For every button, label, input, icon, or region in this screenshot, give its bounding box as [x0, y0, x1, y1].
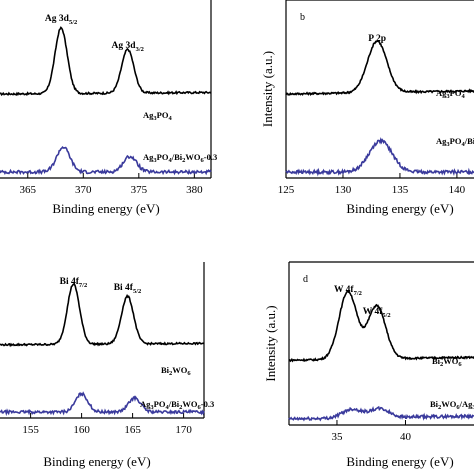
x-tick-label: 140 [449, 184, 466, 196]
series-label: Bi2WO6 [161, 365, 191, 377]
peak-label: Ag 3d3/2 [112, 41, 144, 53]
x-tick-label: 380 [186, 184, 203, 196]
x-tick-label: 375 [131, 184, 148, 196]
spectrum-b-series-1 [285, 137, 474, 177]
x-tick-label: 130 [335, 184, 352, 196]
y-axis-title: Intensity (a.u.) [260, 51, 275, 127]
y-axis-title: Intensity (a.u.) [263, 305, 278, 381]
spectrum-c-series-1 [0, 391, 205, 417]
series-label: Ag3PO4/Bi2WO6 [436, 136, 474, 148]
panel-letter: b [300, 12, 305, 23]
peak-label: Bi 4f5/2 [114, 283, 142, 295]
x-axis-title: Binding energy (eV) [346, 201, 453, 216]
series-label: Ag3PO4 [143, 110, 172, 122]
spectrum-d-series-0 [288, 288, 474, 363]
panel-b-p2p: 125 130 135 140 Binding energy (eV) Intensity… [260, 0, 474, 216]
panel-a-ag3d: 365 370 375 380 Binding energy (eV) Ag3PO4 Ag3… [0, 0, 217, 216]
spectrum-b-series-0 [285, 40, 474, 97]
x-tick-label: 125 [278, 184, 295, 196]
x-tick-label: 155 [22, 424, 39, 436]
x-axis-title: Binding energy (eV) [52, 201, 159, 216]
peak-label: W 4f7/2 [334, 285, 362, 297]
panel-letter: d [303, 274, 308, 285]
x-tick-label: 170 [175, 424, 192, 436]
spectrum-a-series-0 [0, 26, 212, 97]
series-label: Ag3PO4/Bi2WO6-0.3 [140, 399, 214, 411]
x-tick-label: 40 [400, 431, 412, 443]
panel-d-w4f: 35 40 Binding energy (eV) Intensity (a.u.) d… [263, 261, 474, 469]
peak-label: P 2p [368, 34, 386, 44]
x-tick-label: 370 [75, 184, 92, 196]
x-tick-label: 165 [124, 424, 141, 436]
peak-label: Ag 3d5/2 [45, 14, 77, 26]
x-tick-label: 35 [331, 431, 343, 443]
x-axis-title: Binding energy (eV) [43, 454, 150, 469]
x-tick-label: 365 [20, 184, 37, 196]
panel-c-bi4f: 155 160 165 170 Binding energy (eV) Bi2WO6 Ag3… [0, 262, 214, 469]
x-tick-label: 135 [392, 184, 409, 196]
series-label: Ag3PO4 [436, 88, 465, 100]
peak-label: Bi 4f7/2 [60, 277, 88, 289]
x-tick-label: 160 [73, 424, 90, 436]
spectrum-c-series-0 [0, 283, 205, 348]
series-label: Bi2WO6 [432, 356, 462, 368]
series-label: Ag3PO4/Bi2WO6-0.3 [143, 152, 217, 164]
spectrum-d-series-1 [288, 405, 474, 422]
series-label: Bi2WO6/Ag3PO4 [430, 399, 474, 411]
x-axis-title: Binding energy (eV) [346, 454, 453, 469]
spectrum-a-series-1 [0, 146, 212, 176]
peak-label: W 4f5/2 [363, 307, 391, 319]
